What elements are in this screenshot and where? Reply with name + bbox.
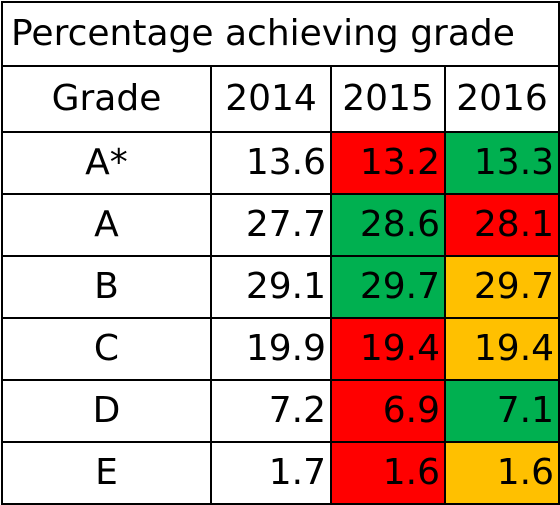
value-2015-cell[interactable]: 13.2: [330, 131, 446, 195]
table-row: A* 13.6 13.2 13.3: [1, 131, 560, 195]
title-row: Percentage achieving grade: [0, 1, 560, 67]
value-2015-cell[interactable]: 6.9: [330, 379, 446, 443]
value-2016-cell[interactable]: 28.1: [443, 193, 560, 257]
value-2014-cell[interactable]: 7.2: [210, 379, 332, 443]
value-2016-cell[interactable]: 19.4: [443, 317, 560, 381]
header-2014[interactable]: 2014: [210, 65, 332, 133]
value-2014-cell[interactable]: 19.9: [210, 317, 332, 381]
table-row: C 19.9 19.4 19.4: [1, 317, 560, 381]
value-2014-cell[interactable]: 1.7: [210, 441, 332, 505]
header-row: Grade 2014 2015 2016: [1, 65, 560, 133]
value-2016-cell[interactable]: 13.3: [443, 131, 560, 195]
value-2015-cell[interactable]: 19.4: [330, 317, 446, 381]
value-2015-cell[interactable]: 28.6: [330, 193, 446, 257]
header-2015[interactable]: 2015: [330, 65, 446, 133]
grade-cell[interactable]: A*: [1, 131, 212, 195]
value-2016-cell[interactable]: 29.7: [443, 255, 560, 319]
header-grade[interactable]: Grade: [1, 65, 212, 133]
table-row: D 7.2 6.9 7.1: [1, 379, 560, 443]
value-2015-cell[interactable]: 29.7: [330, 255, 446, 319]
grade-cell[interactable]: D: [1, 379, 212, 443]
value-2014-cell[interactable]: 13.6: [210, 131, 332, 195]
header-2016[interactable]: 2016: [443, 65, 560, 133]
table-row: B 29.1 29.7 29.7: [1, 255, 560, 319]
value-2014-cell[interactable]: 29.1: [210, 255, 332, 319]
table-title[interactable]: Percentage achieving grade: [0, 1, 560, 67]
value-2014-cell[interactable]: 27.7: [210, 193, 332, 257]
value-2016-cell[interactable]: 1.6: [443, 441, 560, 505]
value-2015-cell[interactable]: 1.6: [330, 441, 446, 505]
grade-cell[interactable]: E: [1, 441, 212, 505]
table-row: A 27.7 28.6 28.1: [1, 193, 560, 257]
grade-cell[interactable]: C: [1, 317, 212, 381]
table-row: E 1.7 1.6 1.6: [1, 441, 560, 505]
grade-cell[interactable]: B: [1, 255, 212, 319]
grade-cell[interactable]: A: [1, 193, 212, 257]
value-2016-cell[interactable]: 7.1: [443, 379, 560, 443]
